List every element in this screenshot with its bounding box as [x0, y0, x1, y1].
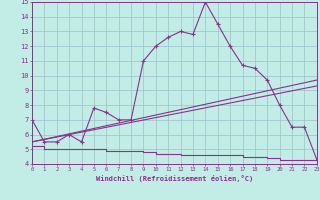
X-axis label: Windchill (Refroidissement éolien,°C): Windchill (Refroidissement éolien,°C) — [96, 175, 253, 182]
